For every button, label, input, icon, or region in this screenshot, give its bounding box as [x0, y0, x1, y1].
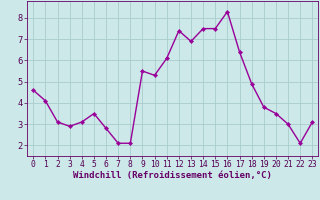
X-axis label: Windchill (Refroidissement éolien,°C): Windchill (Refroidissement éolien,°C) — [73, 171, 272, 180]
